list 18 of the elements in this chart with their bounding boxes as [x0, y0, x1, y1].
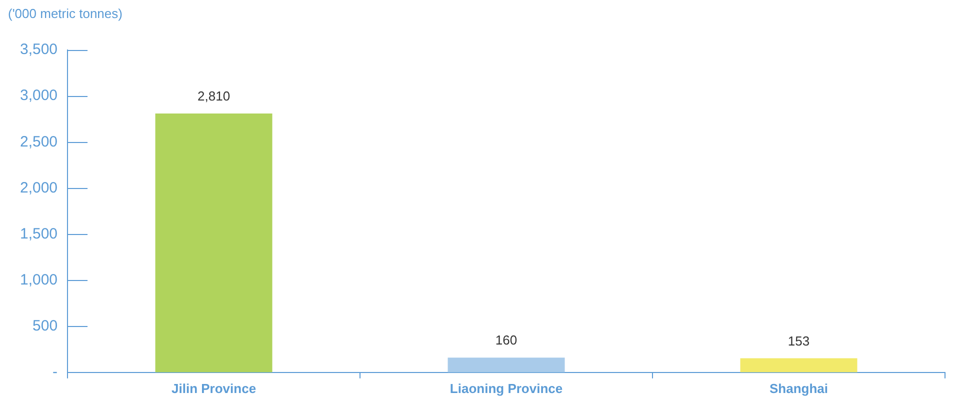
y-tick-label: 1,000 — [20, 271, 58, 288]
y-axis-title: ('000 metric tonnes) — [8, 6, 122, 21]
x-tick-label: Liaoning Province — [450, 380, 563, 396]
x-tick-label: Shanghai — [770, 380, 828, 396]
data-label: 2,810 — [198, 88, 230, 104]
y-tick-label: 2,500 — [20, 133, 58, 150]
bar — [155, 114, 272, 372]
y-tick-label: 2,000 — [20, 179, 58, 196]
y-tick-label: 500 — [32, 317, 58, 334]
data-label: 153 — [788, 333, 810, 348]
y-tick-label: 1,500 — [20, 225, 58, 242]
y-tick-label: 3,500 — [20, 41, 58, 58]
bar — [448, 358, 565, 372]
x-tick-label: Jilin Province — [172, 380, 256, 396]
data-label: 160 — [495, 332, 518, 348]
bar — [740, 358, 858, 372]
y-tick-label: 3,000 — [20, 87, 58, 104]
y-tick-label: - — [52, 364, 58, 381]
